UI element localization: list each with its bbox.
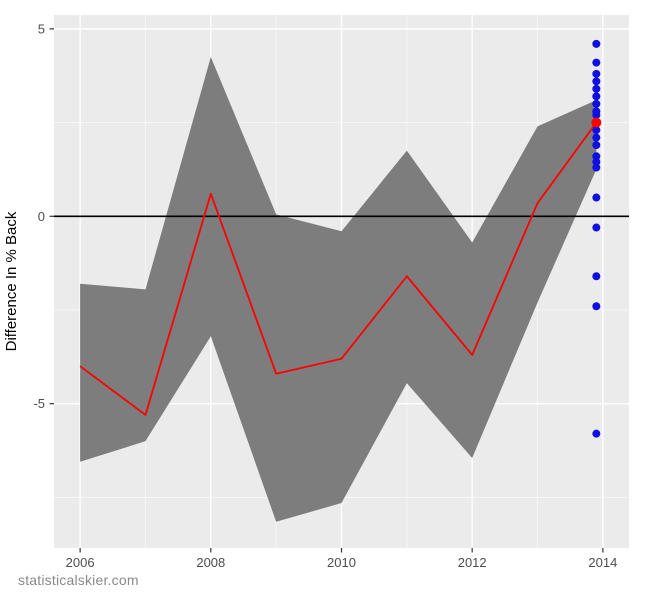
axis-tick-marks: [49, 28, 604, 553]
x-tick-label-2014: 2014: [588, 555, 617, 570]
watermark-link[interactable]: statisticalskier.com: [18, 572, 139, 588]
x-axis-tick-labels: 2006 2008 2010 2012 2014: [66, 555, 618, 570]
median-trend-line: [79, 122, 598, 416]
y-tick-label-5: 5: [38, 21, 45, 36]
x-tick-label-2012: 2012: [458, 555, 487, 570]
y-axis-tick-labels: 5 0 -5: [33, 21, 45, 411]
y-tick-label-0: 0: [38, 209, 45, 224]
y-axis-title: Difference In % Back: [3, 211, 20, 351]
x-tick-label-2006: 2006: [66, 555, 95, 570]
y-tick-label--5: -5: [33, 396, 45, 411]
highlight-point: [591, 117, 602, 128]
race-points-2014: [592, 39, 601, 438]
confidence-ribbon: [80, 56, 597, 522]
x-tick-label-2010: 2010: [327, 555, 356, 570]
x-tick-label-2008: 2008: [196, 555, 225, 570]
